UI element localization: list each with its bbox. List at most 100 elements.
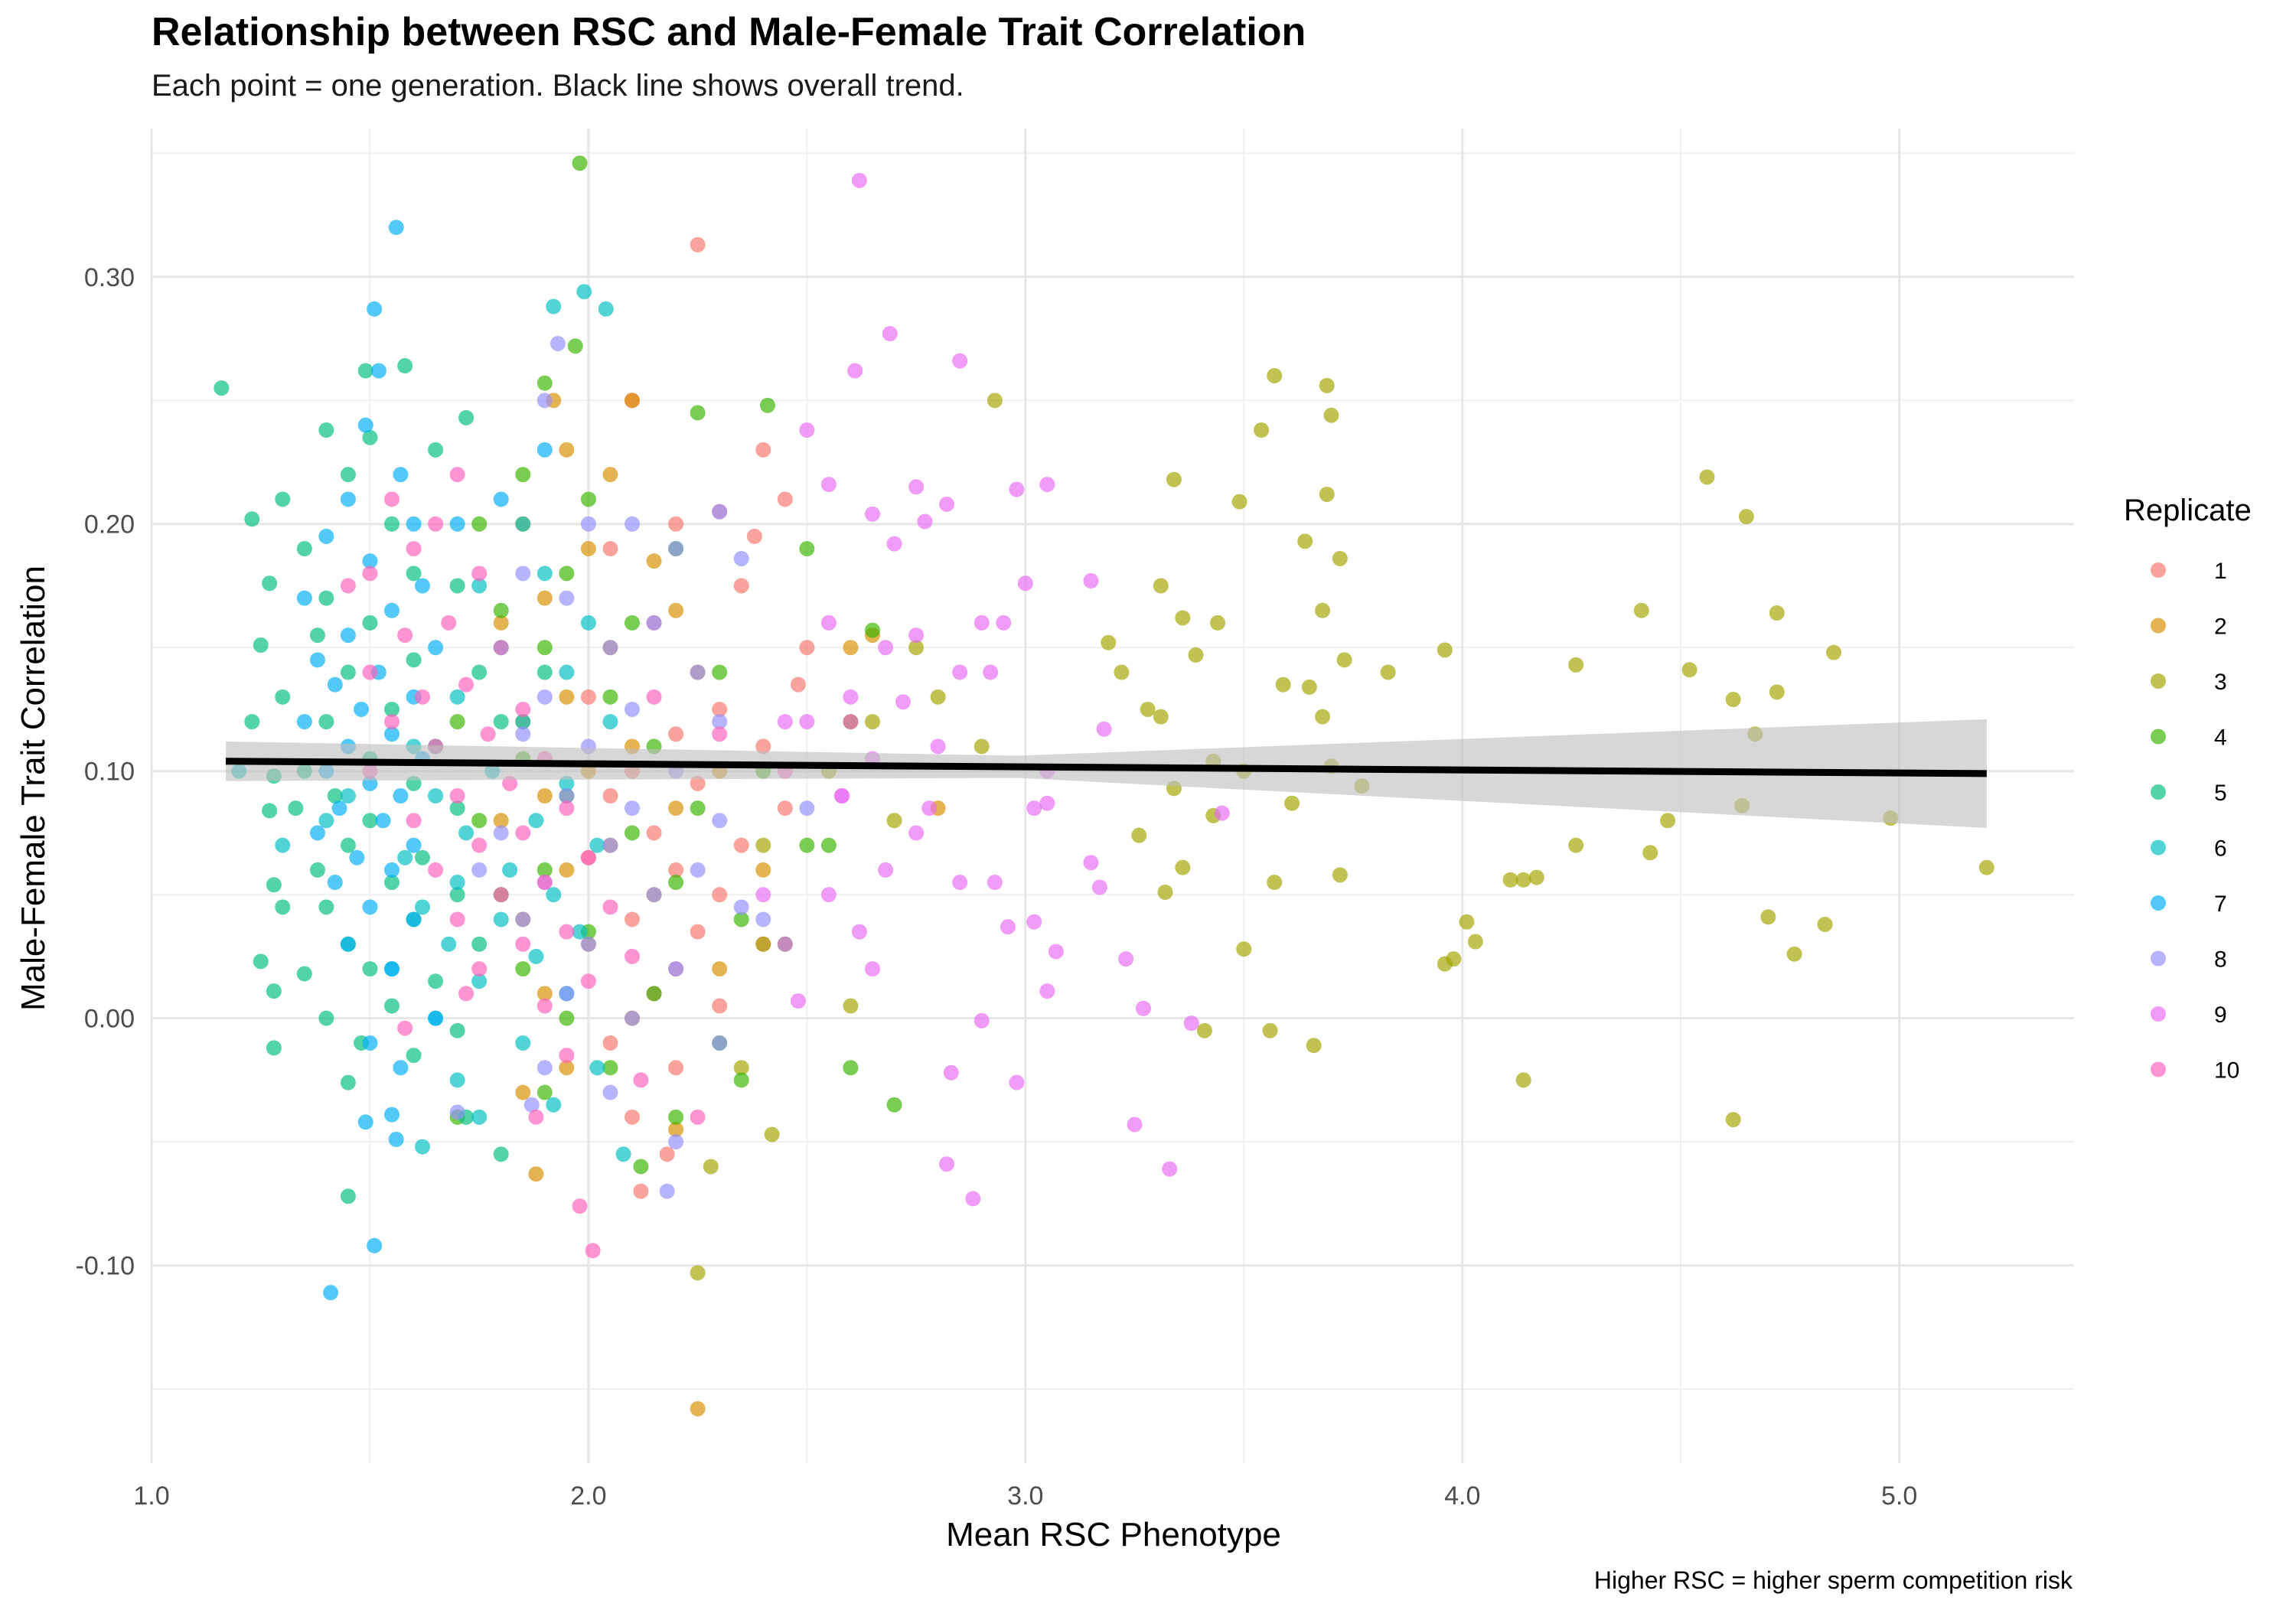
data-point: [580, 491, 596, 507]
data-point: [1140, 701, 1156, 717]
data-point: [367, 301, 383, 317]
data-point: [362, 553, 378, 569]
data-point: [559, 800, 575, 817]
data-point: [559, 1060, 575, 1076]
data-point: [428, 788, 444, 804]
data-point: [1039, 983, 1055, 999]
data-point: [515, 911, 531, 927]
data-point: [668, 1122, 684, 1137]
legend-item: 6: [2151, 836, 2227, 862]
data-point: [296, 966, 312, 982]
data-point: [515, 1084, 531, 1100]
legend-key: [2151, 895, 2166, 911]
series-5-points: [214, 358, 553, 1204]
data-point: [952, 875, 968, 891]
data-point: [712, 726, 728, 742]
data-point: [1769, 605, 1785, 621]
data-point: [646, 614, 662, 631]
legend-key: [2151, 673, 2166, 689]
data-point: [908, 640, 925, 656]
data-point: [1175, 610, 1191, 626]
data-point: [515, 1035, 531, 1051]
data-point: [414, 689, 430, 705]
data-point: [878, 640, 894, 656]
x-tick-label: 4.0: [1444, 1482, 1480, 1511]
legend-item: 1: [2151, 559, 2227, 584]
data-point: [777, 714, 793, 730]
data-point: [668, 961, 684, 977]
data-point: [244, 714, 260, 730]
data-point: [214, 380, 230, 396]
data-point: [536, 664, 553, 680]
data-point: [449, 1072, 465, 1088]
data-point: [921, 800, 938, 817]
data-point: [362, 813, 378, 829]
data-point: [471, 961, 488, 977]
data-point: [799, 714, 815, 730]
data-point: [1336, 652, 1352, 668]
data-point: [602, 788, 618, 804]
data-point: [1633, 602, 1649, 618]
data-point: [703, 1159, 719, 1175]
data-point: [790, 676, 806, 693]
data-point: [777, 491, 793, 507]
data-point: [546, 298, 562, 315]
data-point: [712, 701, 728, 717]
data-point: [340, 788, 356, 804]
data-point: [712, 961, 728, 977]
data-point: [340, 1188, 356, 1204]
data-point: [690, 236, 706, 253]
data-point: [367, 1237, 383, 1253]
data-point: [362, 1035, 378, 1051]
data-point: [1267, 875, 1283, 891]
data-point: [1284, 795, 1300, 811]
data-point: [393, 1060, 409, 1076]
legend-label: 5: [2214, 781, 2227, 806]
data-point: [865, 961, 880, 977]
data-point: [983, 664, 999, 680]
data-point: [646, 689, 662, 705]
legend-key: [2151, 618, 2166, 634]
data-point: [370, 363, 386, 379]
x-tick-label: 2.0: [570, 1482, 606, 1511]
data-point: [471, 1109, 488, 1125]
data-point: [449, 1022, 465, 1038]
data-point: [397, 1020, 413, 1036]
data-point: [572, 155, 588, 171]
data-point: [318, 590, 334, 606]
data-point: [759, 397, 775, 413]
data-point: [733, 837, 749, 853]
data-point: [690, 1265, 706, 1281]
data-point: [1642, 845, 1658, 861]
data-point: [536, 590, 553, 606]
legend-key: [2151, 950, 2166, 966]
data-point: [318, 1010, 334, 1026]
data-point: [428, 516, 444, 532]
data-point: [625, 516, 640, 532]
data-point: [882, 326, 898, 342]
data-point: [668, 516, 684, 532]
data-point: [799, 541, 815, 557]
data-point: [340, 1074, 356, 1090]
data-point: [528, 1109, 544, 1125]
data-point: [580, 936, 596, 952]
data-point: [515, 936, 531, 952]
data-point: [576, 284, 592, 300]
data-point: [449, 1104, 465, 1120]
legend-key: [2151, 784, 2166, 800]
data-point: [528, 948, 544, 964]
data-point: [309, 652, 325, 668]
data-point: [633, 1183, 649, 1199]
data-point: [820, 887, 837, 903]
data-point: [493, 911, 509, 927]
data-point: [908, 627, 925, 644]
data-point: [659, 1183, 675, 1199]
data-point: [974, 738, 990, 755]
data-point: [536, 788, 553, 804]
data-point: [820, 837, 837, 853]
data-point: [625, 701, 640, 717]
series-4-points: [449, 155, 902, 1175]
data-point: [1017, 575, 1033, 592]
data-point: [939, 1156, 955, 1172]
data-point: [1000, 919, 1016, 935]
